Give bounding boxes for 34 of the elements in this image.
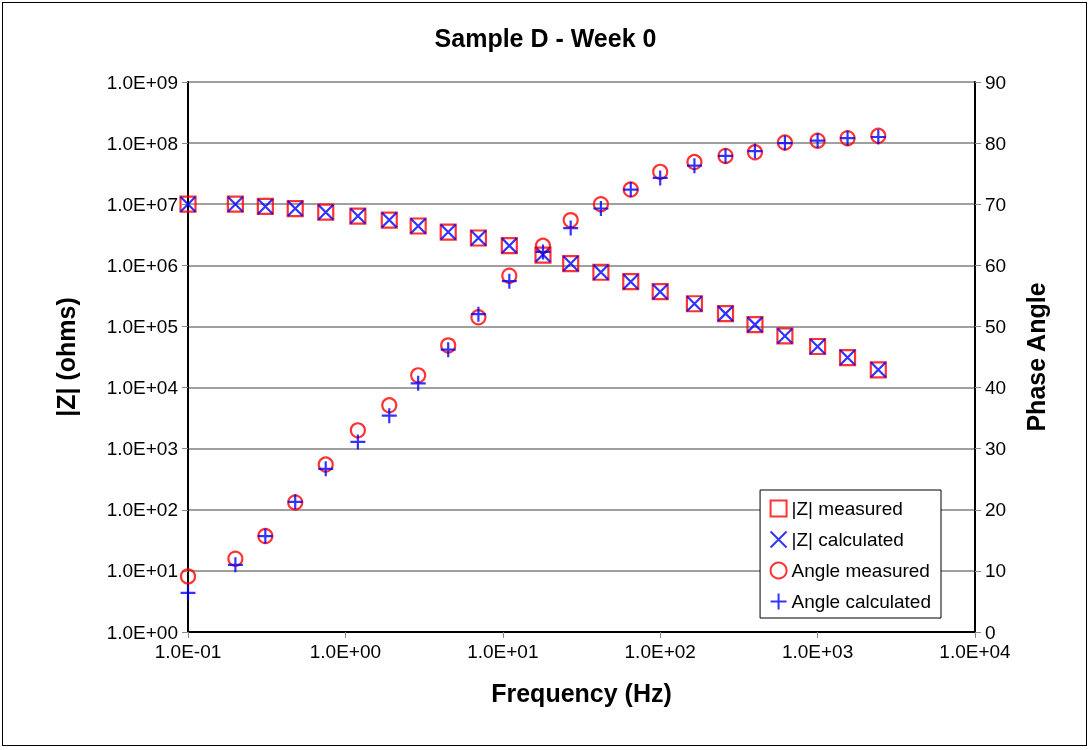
y2-tick-label: 20 — [985, 499, 1007, 521]
x-tick-label: 1.0E+01 — [467, 641, 539, 662]
legend-label: Angle measured — [791, 560, 930, 581]
y-tick-label: 1.0E+07 — [106, 193, 178, 215]
y-tick-label: 1.0E+06 — [106, 254, 178, 276]
y2-tick-label: 60 — [985, 254, 1007, 276]
legend-label: |Z| measured — [791, 498, 903, 519]
legend-label: |Z| calculated — [791, 529, 904, 550]
x-tick-label: 1.0E+00 — [309, 641, 382, 662]
x-tick-label: 1.0E+03 — [781, 641, 854, 662]
y2-tick-label: 90 — [985, 71, 1007, 93]
y-tick-label: 1.0E+04 — [106, 377, 179, 399]
x-axis-title: Frequency (Hz) — [491, 678, 672, 707]
y-axis-title: |Z| (ohms) — [51, 297, 80, 417]
y2-tick-label: 80 — [985, 132, 1007, 154]
legend-label: Angle calculated — [791, 591, 932, 612]
y2-tick-label: 40 — [985, 377, 1007, 399]
x-tick-label: 1.0E+04 — [939, 641, 1012, 662]
y-tick-label: 1.0E+01 — [106, 560, 178, 582]
y2-tick-label: 50 — [985, 315, 1007, 337]
x-tick-label: 1.0E-01 — [154, 641, 222, 662]
y-tick-label: 1.0E+09 — [106, 71, 178, 93]
y2-tick-label: 10 — [985, 560, 1007, 582]
y2-tick-label: 30 — [985, 438, 1007, 460]
y-tick-label: 1.0E+00 — [106, 621, 178, 643]
y2-axis-title: Phase Angle — [1021, 282, 1050, 432]
y-tick-label: 1.0E+02 — [106, 499, 178, 521]
y-tick-label: 1.0E+08 — [106, 132, 178, 154]
y2-tick-label: 70 — [985, 193, 1007, 215]
y-tick-label: 1.0E+03 — [106, 438, 178, 460]
y2-tick-label: 0 — [985, 621, 996, 643]
chart-title: Sample D - Week 0 — [434, 23, 657, 52]
y-tick-label: 1.0E+05 — [106, 315, 178, 337]
x-tick-label: 1.0E+02 — [624, 641, 696, 662]
